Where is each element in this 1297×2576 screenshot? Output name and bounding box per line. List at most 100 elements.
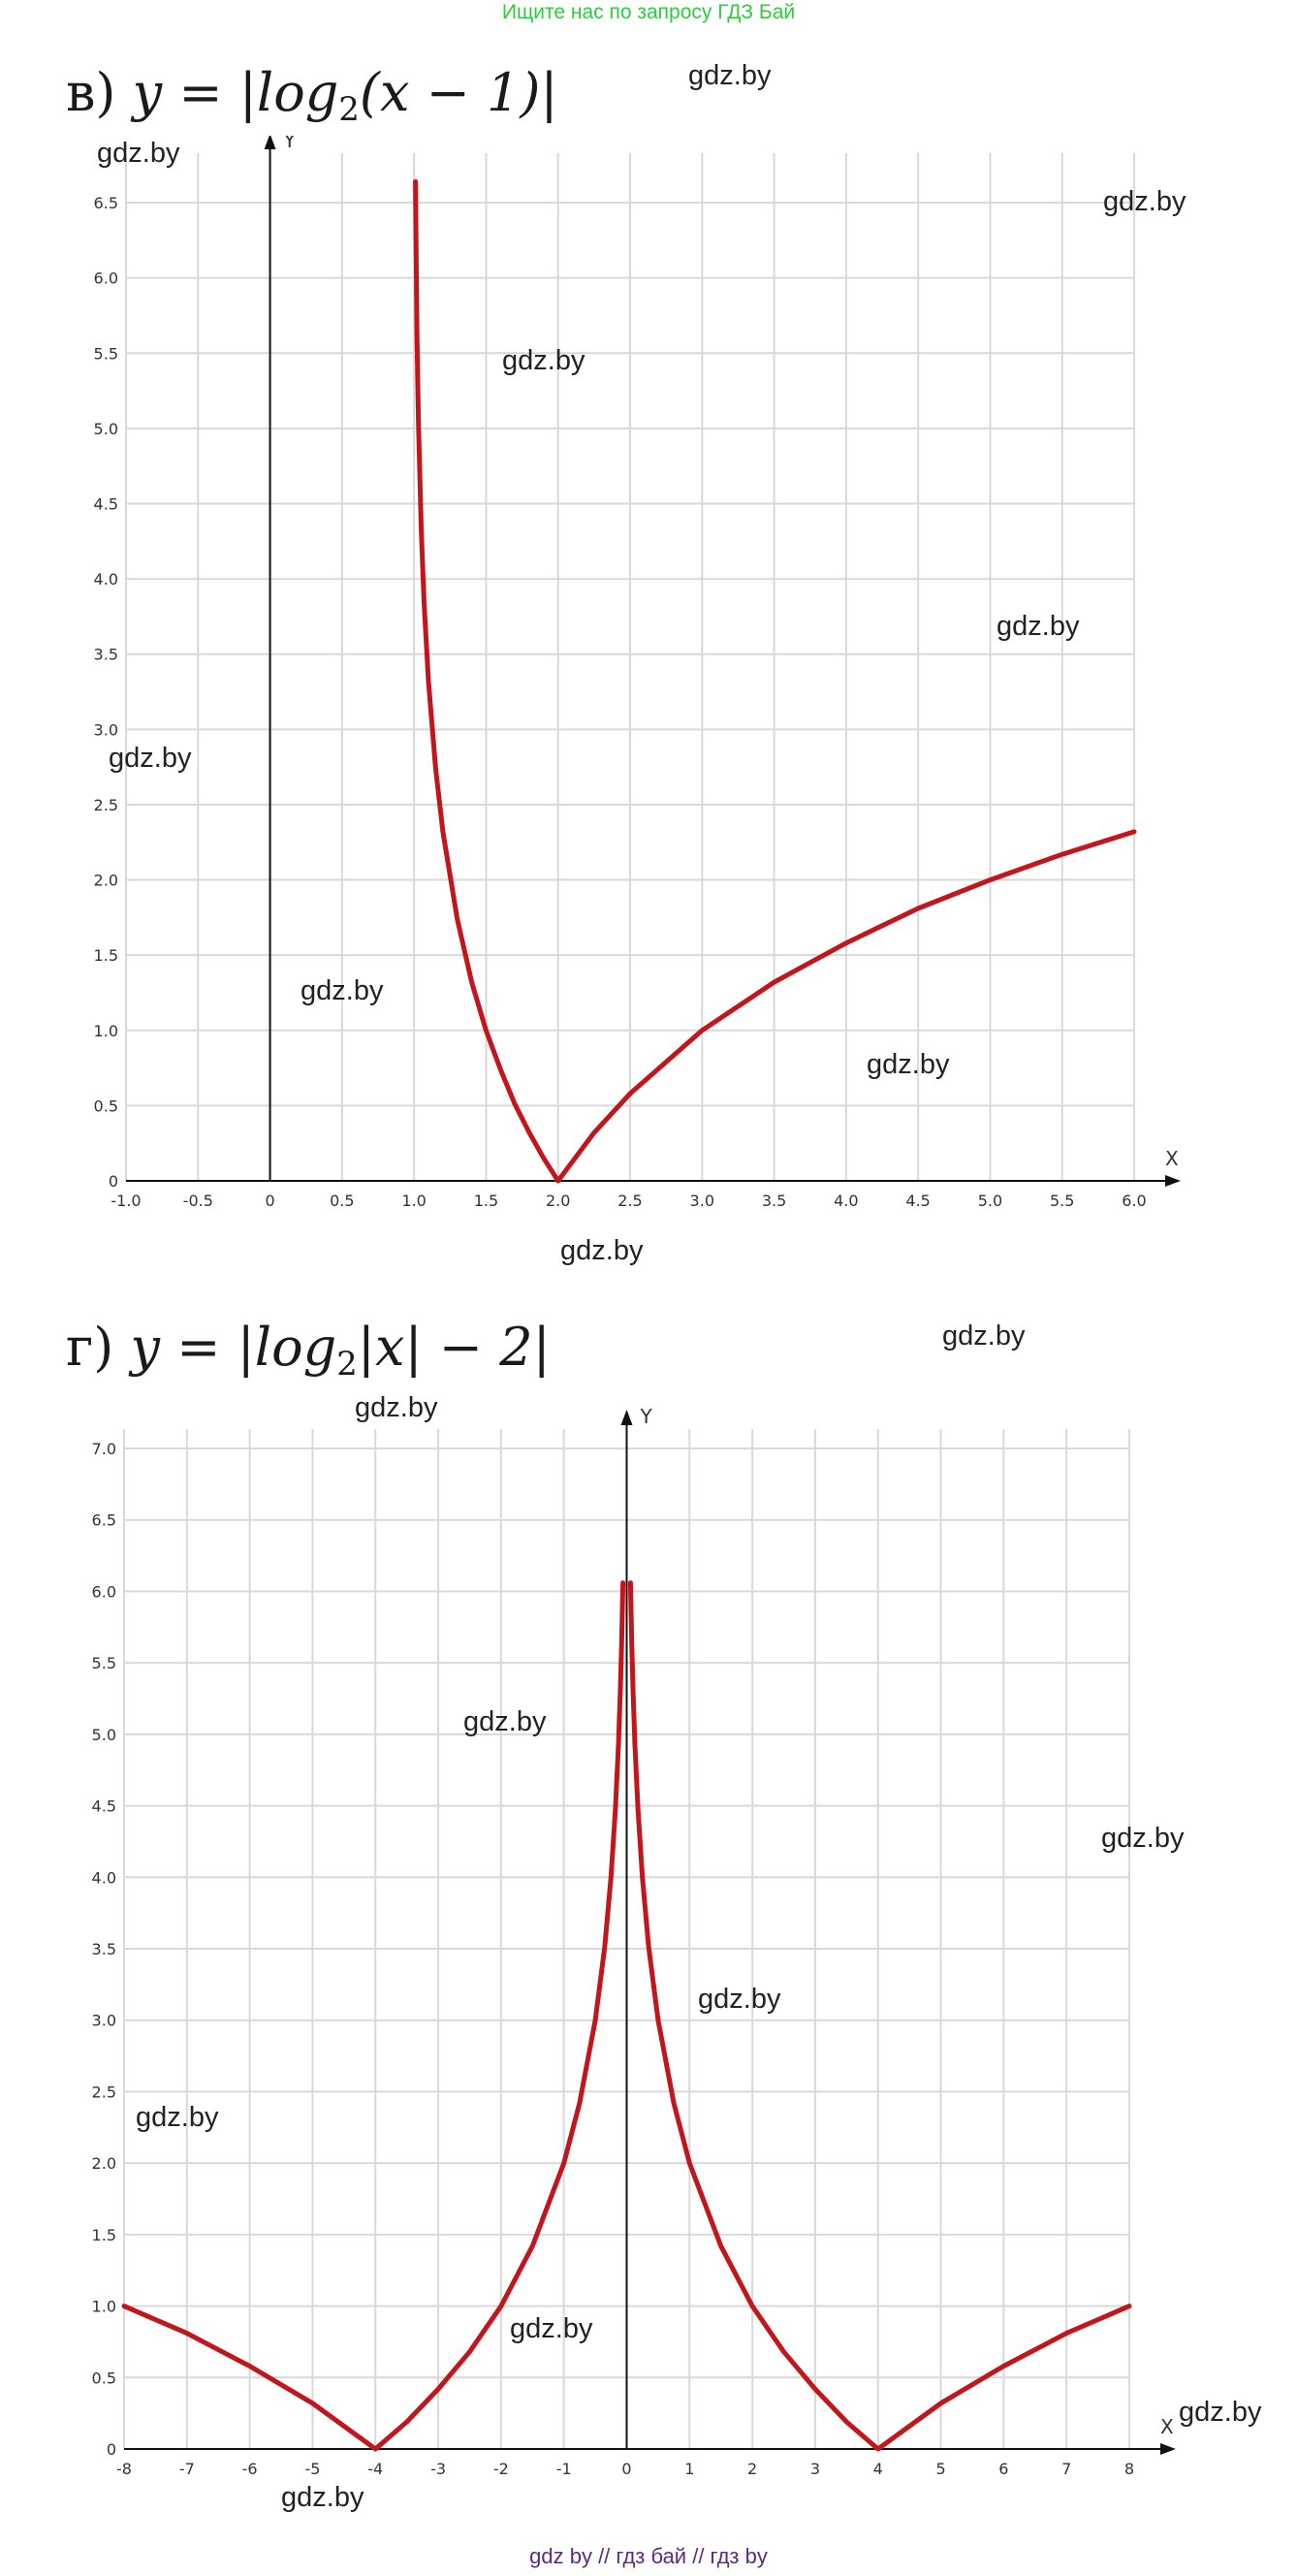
x-tick-label: -6: [242, 2460, 258, 2478]
x-tick-label: 0: [265, 1192, 274, 1210]
y-tick-label: 1.5: [92, 2226, 116, 2244]
x-axis-arrow: [1160, 2443, 1176, 2455]
y-tick-label: 0.5: [92, 2369, 116, 2387]
x-tick-label: 2.0: [546, 1192, 570, 1210]
y-tick-label: 5.5: [94, 344, 118, 363]
x-tick-label: 2: [747, 2460, 757, 2478]
x-tick-label: -5: [304, 2460, 320, 2478]
x-tick-label: 3.5: [762, 1192, 786, 1210]
formula-prefix: в): [66, 62, 116, 123]
y-tick-label: 4.0: [94, 570, 118, 588]
watermark: gdz.by: [510, 2313, 593, 2344]
watermark: gdz.by: [281, 2482, 364, 2513]
y-tick-label: 5.0: [92, 1726, 116, 1744]
x-axis-arrow: [1165, 1175, 1181, 1187]
x-tick-label: 6.0: [1122, 1192, 1146, 1210]
y-tick-label: 1.5: [94, 946, 118, 965]
y-tick-label: 3.5: [94, 646, 118, 664]
watermark: gdz.by: [136, 2102, 219, 2133]
x-tick-label: 1.0: [401, 1192, 426, 1210]
y-tick-label: 2.0: [94, 872, 118, 890]
x-tick-label: -4: [367, 2460, 383, 2478]
x-tick-label: 3: [810, 2460, 820, 2478]
curve-line: [627, 1580, 1132, 2452]
curve-line: [121, 1580, 626, 2452]
watermark: gdz.by: [560, 1235, 644, 1266]
y-axis-arrow: [620, 1410, 633, 1425]
formula-base: 2: [338, 90, 360, 129]
watermark: gdz.by: [1101, 1823, 1185, 1854]
y-tick-label: 0: [107, 2440, 116, 2459]
watermark: gdz.by: [996, 611, 1080, 642]
x-tick-label: 4.5: [905, 1192, 930, 1210]
x-tick-label: 1.5: [474, 1192, 498, 1210]
watermark: gdz.by: [942, 1320, 1026, 1352]
y-tick-label: 2.5: [94, 796, 118, 814]
watermark: gdz.by: [109, 743, 192, 774]
x-axis-label: X: [1165, 1147, 1179, 1170]
chart-g: -8 -7 -6 -5 -4 -3 -2 -1 0 1 2 3 4 5 6 7 8 0 0.5 1.0 1.5 2.0 2.…: [92, 1405, 1176, 2478]
formula-arg: (x − 1)|: [359, 62, 558, 123]
y-tick-label: 3.0: [92, 2012, 116, 2030]
y-tick-label: 5.0: [94, 420, 118, 438]
watermark: gdz.by: [97, 138, 180, 169]
formula-prefix: г): [66, 1317, 114, 1378]
x-tick-label: -7: [179, 2460, 195, 2478]
formula-base: 2: [336, 1345, 358, 1383]
x-tick-label: -1.0: [111, 1192, 141, 1210]
x-tick-label: 8: [1124, 2460, 1134, 2478]
watermark: gdz.by: [463, 1706, 547, 1737]
y-tick-label: 6.5: [94, 194, 118, 212]
y-axis-label: Y: [283, 136, 297, 152]
watermark: gdz.by: [1179, 2397, 1262, 2428]
x-tick-label: -3: [430, 2460, 446, 2478]
y-tick-label: 3.0: [94, 720, 118, 739]
x-tick-label: 5.0: [978, 1192, 1002, 1210]
x-tick-label: 4: [873, 2460, 883, 2478]
footer-links[interactable]: gdz by // гдз бай // гдз by: [529, 2544, 768, 2568]
x-axis-label: X: [1160, 2415, 1174, 2438]
y-tick-label: 6.0: [92, 1582, 116, 1601]
x-tick-label: -1: [556, 2460, 572, 2478]
y-tick-label: 4.5: [94, 494, 118, 513]
formula-g: г) y = |log2|x| − 2|: [66, 1317, 551, 1383]
watermark: gdz.by: [688, 60, 772, 91]
x-tick-label: -8: [116, 2460, 132, 2478]
y-tick-label: 3.5: [92, 1940, 116, 1958]
y-tick-label: 2.0: [92, 2154, 116, 2173]
y-axis-arrow: [264, 136, 276, 149]
formula-v: в) y = |log2(x − 1)|: [66, 62, 558, 129]
watermark: gdz.by: [355, 1392, 438, 1423]
x-tick-label: 5: [935, 2460, 945, 2478]
y-tick-label: 4.0: [92, 1868, 116, 1887]
watermark: gdz.by: [301, 975, 384, 1006]
watermark: gdz.by: [867, 1049, 950, 1080]
y-tick-label: 0: [109, 1172, 118, 1191]
y-axis-label: Y: [640, 1405, 653, 1428]
y-tick-label: 1.0: [92, 2298, 116, 2316]
y-tick-label: 7.0: [92, 1440, 116, 1458]
search-banner[interactable]: Ищите нас по запросу ГДЗ Бай: [501, 1, 796, 23]
y-tick-label: 2.5: [92, 2083, 116, 2101]
watermark: gdz.by: [1103, 186, 1186, 217]
x-tick-label: -2: [493, 2460, 509, 2478]
x-tick-label: 7: [1061, 2460, 1071, 2478]
formula-func: y = |log: [130, 1317, 337, 1378]
x-tick-label: -0.5: [183, 1192, 213, 1210]
x-tick-label: 5.5: [1050, 1192, 1074, 1210]
x-tick-label: 2.5: [617, 1192, 642, 1210]
chart-v: -1.0 -0.5 0 0.5 1.0 1.5 2.0 2.5 3.0 3.5 4.0 4.5 5.0 5…: [94, 136, 1181, 1210]
x-tick-label: 6: [998, 2460, 1008, 2478]
watermark: gdz.by: [698, 1984, 781, 2015]
x-tick-label: 0: [621, 2460, 631, 2478]
y-tick-label: 6.5: [92, 1511, 116, 1530]
watermark: gdz.by: [502, 345, 585, 376]
x-tick-label: 4.0: [834, 1192, 858, 1210]
y-tick-label: 1.0: [94, 1022, 118, 1040]
formula-func: y = |log: [132, 62, 339, 123]
x-tick-label: 0.5: [330, 1192, 354, 1210]
y-tick-label: 5.5: [92, 1654, 116, 1672]
x-tick-label: 3.0: [690, 1192, 714, 1210]
x-tick-label: 1: [684, 2460, 694, 2478]
y-tick-label: 4.5: [92, 1797, 116, 1816]
